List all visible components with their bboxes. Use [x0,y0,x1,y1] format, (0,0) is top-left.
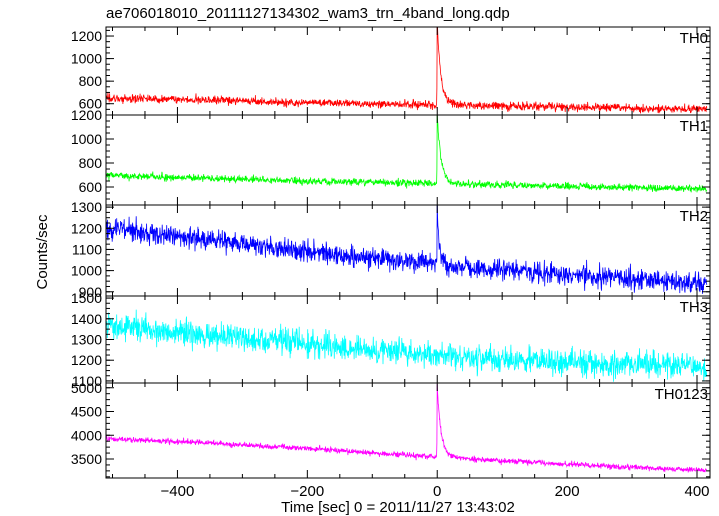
y-tick-label: 3500 [71,451,102,467]
y-tick-label: 1200 [71,220,102,236]
series-line-th3 [106,309,708,382]
y-tick-label: 1000 [71,131,102,147]
panel-label-th1: TH1 [680,118,708,135]
chart-title: ae706018010_20111127134302_wam3_trn_4ban… [106,5,510,22]
y-tick-label: 900 [79,284,103,300]
series-line-th0123 [106,383,707,473]
y-tick-label: 800 [79,73,103,89]
x-tick-label: −200 [290,483,324,500]
series-line-th0 [106,27,708,114]
y-tick-label: 1400 [71,311,102,327]
panel-frame [105,382,711,479]
y-tick-label: 1000 [71,263,102,279]
y-tick-label: 600 [79,96,103,112]
x-tick-label: 200 [555,483,580,500]
series-line-th1 [106,115,708,193]
series-line-th2 [106,205,708,294]
x-tick-label: 400 [684,483,709,500]
panel-th2: TH2 900 1000 1100 1200 1300 [71,199,711,300]
y-tick-label: 1100 [72,241,102,257]
panel-label-th0123: TH0123 [655,386,708,403]
y-axis-label: Counts/sec [34,214,51,290]
panel-th3: TH3 1100 1200 1300 1400 1500 [71,290,711,389]
y-tick-label: 800 [79,155,103,171]
y-tick-label: 1300 [71,199,102,215]
panel-label-th2: TH2 [680,208,708,225]
y-tick-label: 600 [79,179,103,195]
x-tick-label: −400 [161,483,195,500]
y-tick-label: 5000 [71,380,102,396]
y-tick-label: 1200 [71,28,102,44]
panel-th1: TH1 600 800 1000 1200 [71,107,711,206]
y-tick-label: 1100 [72,373,102,389]
panel-frame [105,114,711,206]
x-axis-label: Time [sec] 0 = 2011/11/27 13:43:02 [281,499,515,516]
panel-label-th0: TH0 [680,30,708,47]
y-tick-label: 1500 [71,290,102,306]
y-tick-label: 1200 [71,352,102,368]
y-tick-label: 4500 [71,404,102,420]
y-tick-label: 4000 [71,427,102,443]
x-tick-label: 0 [433,483,441,500]
y-tick-label: 1000 [71,51,102,67]
y-tick-label: 1200 [71,107,102,123]
panel-th0123: TH0123 3500 4000 4500 5000 [71,380,711,479]
y-tick-label: 1300 [71,332,102,348]
panel-th0: TH0 600 800 1000 1200 [71,26,711,116]
panel-label-th3: TH3 [680,299,708,316]
